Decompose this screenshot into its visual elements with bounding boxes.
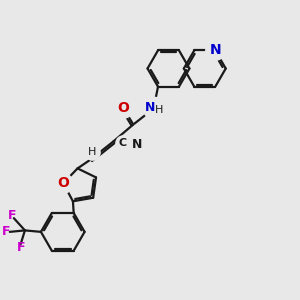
Text: N: N xyxy=(132,138,142,151)
Text: N: N xyxy=(145,101,155,114)
Text: O: O xyxy=(117,100,129,115)
Text: N: N xyxy=(209,44,221,57)
Text: C: C xyxy=(119,137,127,148)
Text: F: F xyxy=(8,209,16,222)
Text: H: H xyxy=(88,147,96,157)
Text: H: H xyxy=(155,105,163,115)
Text: O: O xyxy=(57,176,69,190)
Text: F: F xyxy=(16,242,25,254)
Text: F: F xyxy=(2,225,10,238)
